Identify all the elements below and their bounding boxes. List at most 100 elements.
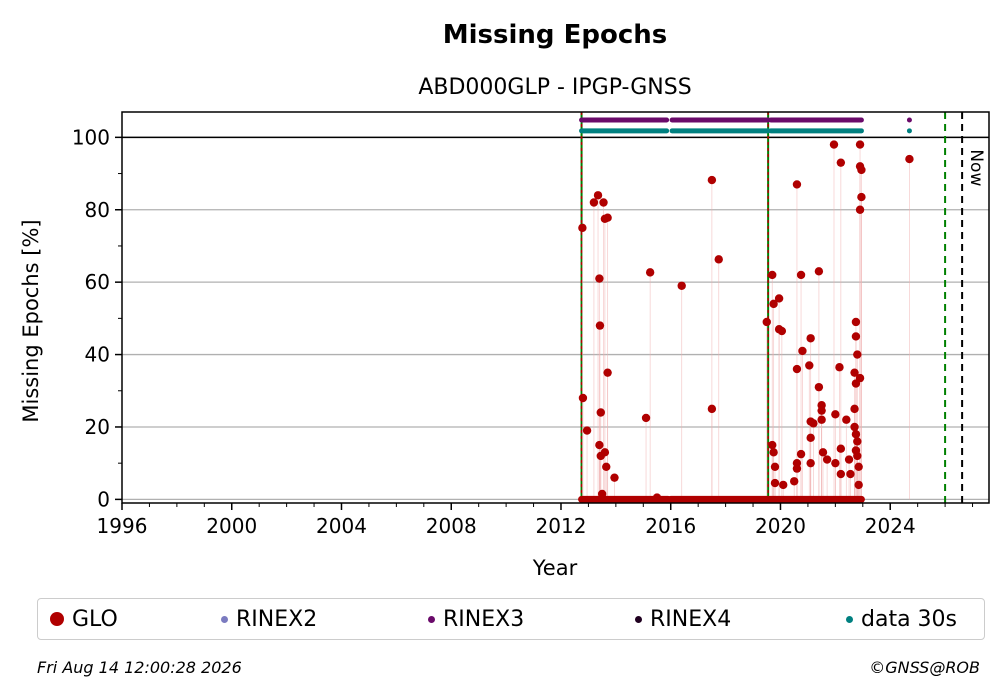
glo-point-78 bbox=[854, 462, 863, 471]
glo-point-50 bbox=[814, 267, 824, 276]
glo-point-17 bbox=[610, 473, 619, 482]
glo-point-51 bbox=[814, 382, 824, 392]
credit: ©GNSS@ROB bbox=[869, 658, 980, 677]
glo-point-21 bbox=[677, 281, 686, 290]
chart-svg: Missing Epochs ABD000GLP - IPGP-GNSS Mis… bbox=[19, 20, 990, 580]
glo-point-54 bbox=[818, 448, 828, 457]
glo-point-41 bbox=[796, 270, 806, 280]
glo-point-77 bbox=[853, 451, 862, 461]
glo-point-72 bbox=[850, 404, 859, 414]
legend-item-data-30s: data 30s bbox=[846, 599, 957, 639]
y-tick-label-0: 0 bbox=[97, 487, 110, 511]
glo-point-74 bbox=[851, 430, 861, 439]
rinex3-point-0 bbox=[906, 117, 912, 123]
glo-point-62 bbox=[836, 444, 846, 453]
legend-label: RINEX4 bbox=[650, 606, 732, 632]
x-axis-label: Year bbox=[532, 556, 578, 580]
glo-point-70 bbox=[853, 350, 862, 359]
legend-marker bbox=[50, 612, 64, 626]
x-tick-label-2012: 2012 bbox=[536, 514, 587, 538]
glo-point-1 bbox=[578, 393, 588, 403]
glo-point-37 bbox=[792, 180, 802, 189]
glo-point-25 bbox=[762, 317, 771, 327]
legend-item-rinex2: RINEX2 bbox=[221, 599, 317, 639]
glo-point-0 bbox=[578, 223, 587, 233]
glo-point-68 bbox=[851, 332, 861, 341]
glo-point-47 bbox=[806, 433, 815, 443]
x-tick-label-2000: 2000 bbox=[206, 514, 257, 538]
legend-item-glo: GLO bbox=[50, 599, 118, 639]
glo-point-56 bbox=[822, 455, 832, 464]
legend-item-rinex4: RINEX4 bbox=[635, 599, 731, 639]
data30s-point-0 bbox=[906, 128, 912, 134]
glo-point-28 bbox=[768, 440, 777, 450]
glo-point-29 bbox=[769, 448, 778, 457]
glo-point-31 bbox=[770, 478, 780, 488]
glo-point-57 bbox=[829, 140, 839, 149]
legend-item-rinex3: RINEX3 bbox=[428, 599, 524, 639]
x-tick-label-1996: 1996 bbox=[97, 514, 148, 538]
glo-point-30 bbox=[770, 462, 780, 471]
glo-point-24 bbox=[714, 255, 723, 264]
glo-point-40 bbox=[792, 464, 802, 473]
glo-point-19 bbox=[645, 268, 655, 277]
now-label: Now bbox=[966, 149, 986, 186]
glo-point-59 bbox=[831, 458, 840, 468]
y-tick-label-40: 40 bbox=[85, 343, 110, 367]
glo-point-16 bbox=[597, 489, 607, 499]
legend-label: GLO bbox=[72, 606, 118, 632]
glo-point-49 bbox=[809, 419, 818, 428]
glo-point-32 bbox=[774, 294, 784, 303]
glo-point-23 bbox=[707, 404, 717, 414]
legend-marker bbox=[635, 615, 642, 623]
y-tick-label-60: 60 bbox=[85, 270, 110, 294]
glo-point-10 bbox=[599, 198, 608, 207]
glo-point-53 bbox=[817, 406, 826, 415]
glo-point-75 bbox=[853, 437, 862, 446]
glo-point-58 bbox=[831, 410, 840, 419]
glo-point-7 bbox=[596, 408, 605, 417]
x-tick-label-2016: 2016 bbox=[645, 514, 696, 538]
x-tick-label-2004: 2004 bbox=[316, 514, 367, 538]
legend: GLO RINEX2 RINEX3 RINEX4 data 30s bbox=[37, 598, 985, 640]
glo-point-15 bbox=[602, 462, 611, 471]
legend-marker bbox=[846, 615, 853, 623]
x-tick-label-2008: 2008 bbox=[426, 514, 477, 538]
chart-subtitle: ABD000GLP - IPGP-GNSS bbox=[418, 75, 691, 100]
glo-point-18 bbox=[641, 413, 651, 423]
y-tick-label-100: 100 bbox=[72, 125, 110, 149]
legend-marker bbox=[221, 615, 228, 623]
legend-label: RINEX3 bbox=[443, 606, 525, 632]
glo-point-26 bbox=[768, 270, 777, 280]
glo-point-82 bbox=[857, 192, 866, 202]
glo-point-60 bbox=[836, 158, 846, 167]
glo-point-61 bbox=[835, 363, 844, 372]
glo-point-65 bbox=[844, 455, 854, 464]
glo-point-85 bbox=[854, 480, 863, 490]
plot-frame bbox=[121, 111, 990, 504]
legend-label: data 30s bbox=[861, 606, 958, 632]
y-tick-label-80: 80 bbox=[85, 198, 110, 222]
glo-point-86 bbox=[905, 154, 914, 164]
glo-point-6 bbox=[595, 321, 605, 330]
glo-point-55 bbox=[817, 415, 826, 424]
glo-point-34 bbox=[777, 326, 787, 336]
glo-point-22 bbox=[707, 175, 717, 185]
glo-point-44 bbox=[806, 334, 815, 343]
glo-point-67 bbox=[850, 368, 859, 377]
timestamp: Fri Aug 14 12:00:28 2026 bbox=[37, 658, 242, 677]
glo-point-2 bbox=[582, 426, 592, 435]
glo-point-79 bbox=[855, 140, 865, 149]
glo-point-63 bbox=[836, 469, 846, 479]
chart-title: Missing Epochs bbox=[443, 20, 667, 50]
glo-point-43 bbox=[796, 449, 806, 459]
glo-point-64 bbox=[842, 415, 851, 424]
glo-point-8 bbox=[595, 440, 604, 450]
glo-point-20 bbox=[652, 493, 662, 502]
glo-point-73 bbox=[850, 422, 859, 432]
legend-marker bbox=[428, 615, 435, 623]
legend-label: RINEX2 bbox=[236, 606, 318, 632]
y-axis-label: Missing Epochs [%] bbox=[19, 219, 43, 422]
glo-point-48 bbox=[806, 458, 815, 468]
glo-point-5 bbox=[595, 274, 604, 283]
